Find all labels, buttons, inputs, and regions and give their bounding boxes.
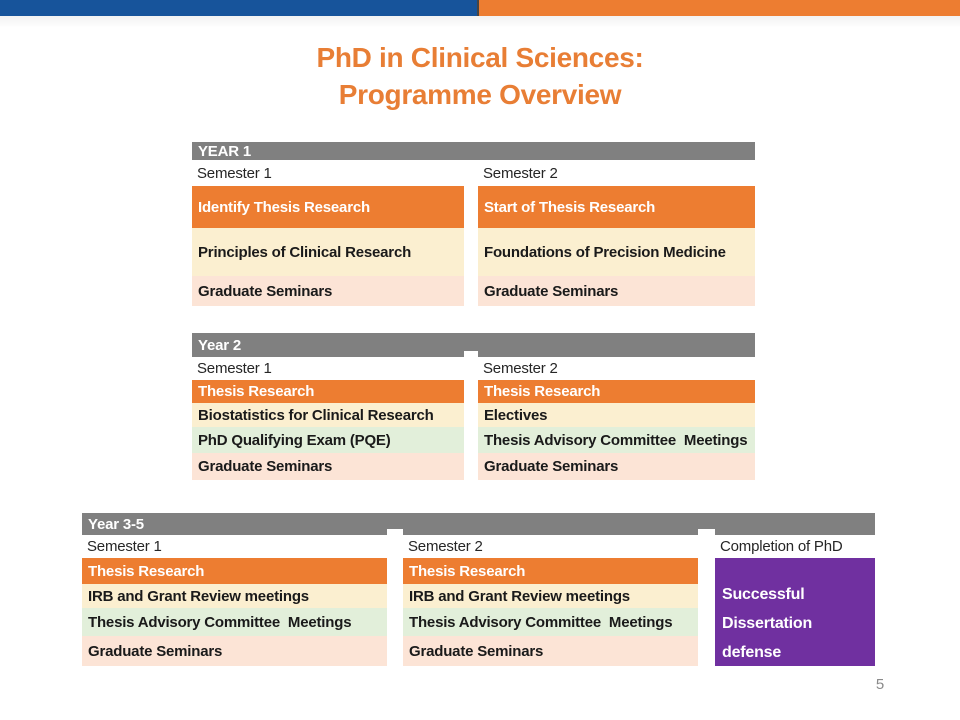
year35-col2-row3-cell: Thesis Advisory Committee Meetings (403, 608, 698, 636)
year35-col2-row4-cell: Graduate Seminars (403, 636, 698, 666)
year2-col1-row1-cell: Thesis Research (192, 380, 464, 403)
year35-header: Year 3-5 (82, 513, 875, 535)
year35-col2-row2-cell: IRB and Grant Review meetings (403, 584, 698, 608)
year2-col1-row3-cell: PhD Qualifying Exam (PQE) (192, 427, 464, 453)
year35-semester-2-label: Semester 2 (403, 535, 698, 558)
year2-col1-row2-cell: Biostatistics for Clinical Research (192, 403, 464, 427)
slide-title-line2: Programme Overview (338, 79, 622, 110)
year1-col2-row3-cell: Graduate Seminars (478, 276, 755, 306)
year35-col1-row1-cell: Thesis Research (82, 558, 387, 584)
year35-col2-row1-cell: Thesis Research (403, 558, 698, 584)
year1-col1-row3-cell: Graduate Seminars (192, 276, 464, 306)
year35-completion-cell: Successful Dissertation defense (715, 558, 875, 666)
year2-col2-row2-cell: Electives (478, 403, 755, 427)
year35-col1-row2-cell: IRB and Grant Review meetings (82, 584, 387, 608)
top-bar-shadow (0, 16, 960, 28)
year1-semester-2-label: Semester 2 (478, 160, 755, 186)
year35-col1-row4-cell: Graduate Seminars (82, 636, 387, 666)
year1-col1-row2-cell: Principles of Clinical Research (192, 228, 464, 276)
year35-col1-row3-cell: Thesis Advisory Committee Meetings (82, 608, 387, 636)
year2-col1-row4-cell: Graduate Seminars (192, 453, 464, 480)
year2-header-notch (464, 351, 478, 357)
top-bar (0, 0, 960, 16)
year1-col1-row1-cell: Identify Thesis Research (192, 186, 464, 228)
year2-semester-2-label: Semester 2 (478, 357, 755, 380)
year35-header-notch (387, 529, 403, 535)
year35-header-notch (698, 529, 715, 535)
year35-semester-1-label: Semester 1 (82, 535, 387, 558)
top-bar-divider (477, 0, 479, 16)
slide-title-line1: PhD in Clinical Sciences: (316, 42, 644, 73)
slide-title: PhD in Clinical Sciences: Programme Overv… (0, 39, 960, 113)
page-number: 5 (875, 676, 885, 693)
year1-col2-row1-cell: Start of Thesis Research (478, 186, 755, 228)
year1-header: YEAR 1 (192, 142, 755, 160)
top-bar-orange-segment (479, 0, 960, 16)
year1-semester-1-label: Semester 1 (192, 160, 464, 186)
year35-semester-3-label: Completion of PhD (715, 535, 875, 558)
year2-col2-row4-cell: Graduate Seminars (478, 453, 755, 480)
year1-col2-row2-cell: Foundations of Precision Medicine (478, 228, 755, 276)
top-bar-blue-segment (0, 0, 477, 16)
year2-col2-row1-cell: Thesis Research (478, 380, 755, 403)
year2-semester-1-label: Semester 1 (192, 357, 464, 380)
year2-col2-row3-cell: Thesis Advisory Committee Meetings (478, 427, 755, 453)
